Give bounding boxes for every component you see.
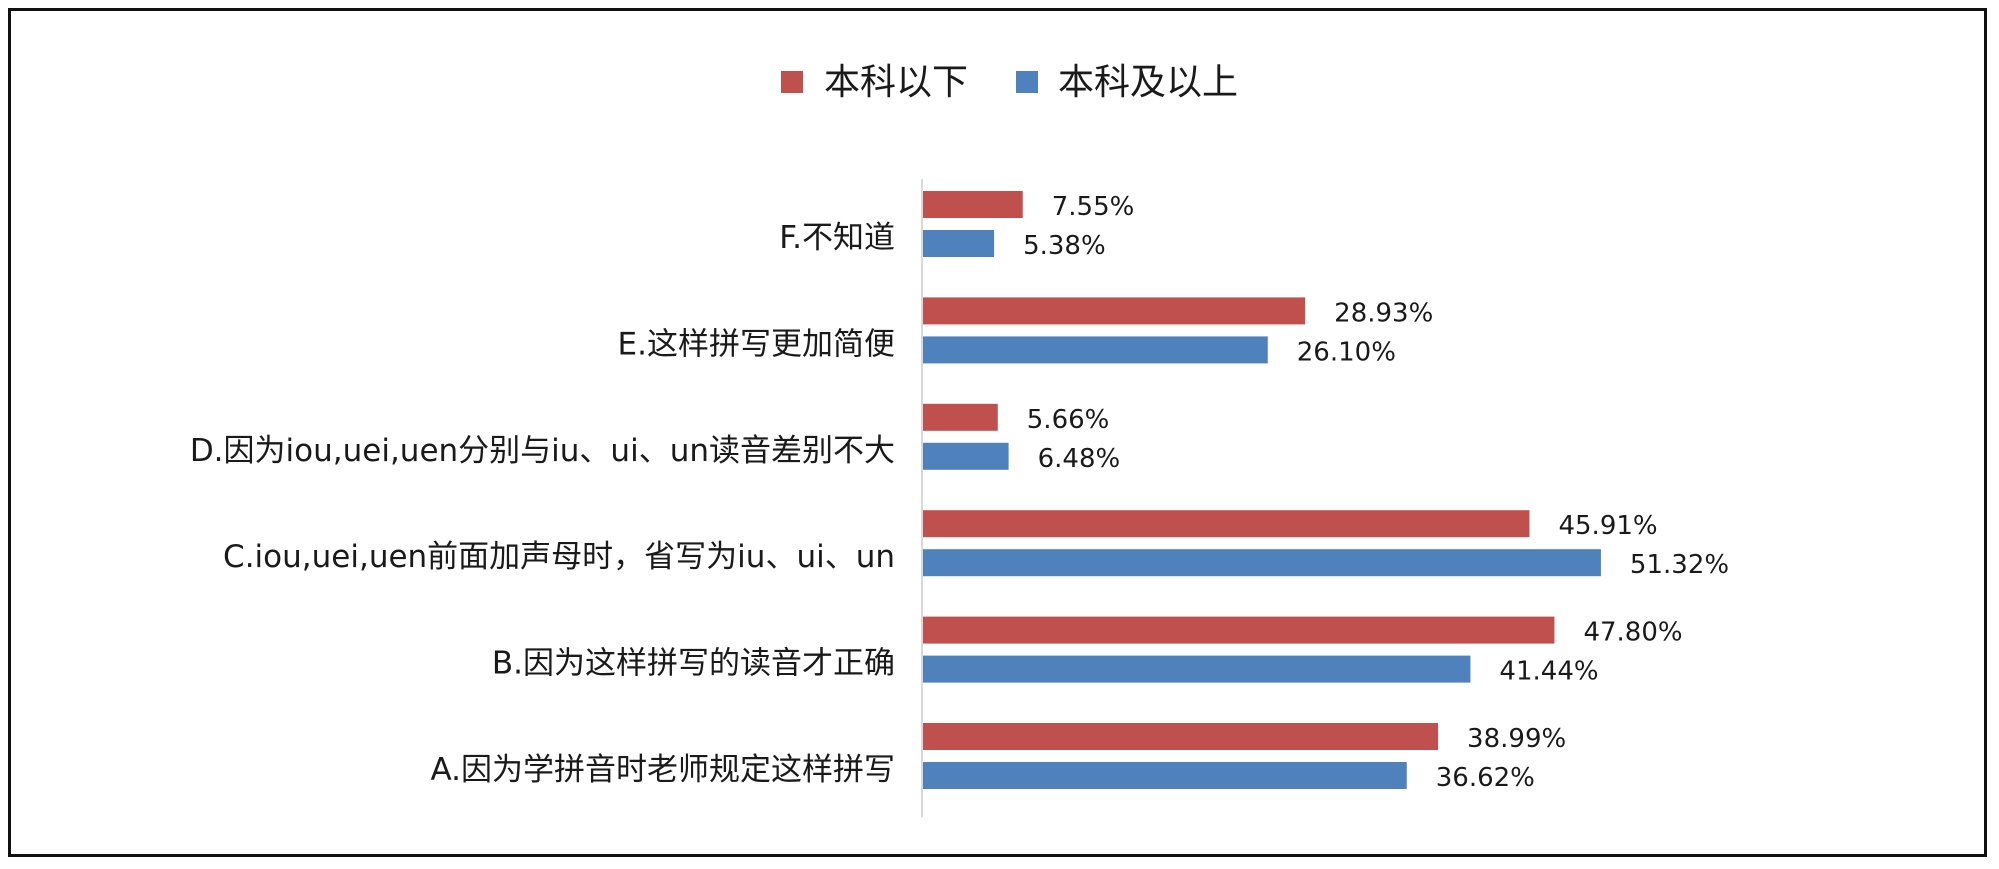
category-labels: F.不知道 E.这样拼写更加简便 D.因为iou,uei,uen分别与iu、ui、u… xyxy=(190,220,895,788)
data-label-1-6: 7.55% xyxy=(1052,192,1135,222)
bar-bachelor-and-above-2 xyxy=(923,655,1471,683)
data-label-2-1: 36.62% xyxy=(1436,763,1535,793)
bar-bachelor-and-above-3 xyxy=(923,549,1601,577)
bar-bachelor-and-above-1 xyxy=(923,762,1407,789)
data-label-2-3: 51.32% xyxy=(1630,550,1729,580)
category-label-5: E.这样拼写更加简便 xyxy=(618,326,895,362)
bar-below-bachelor-3 xyxy=(923,510,1530,538)
data-label-1-2: 47.80% xyxy=(1583,618,1682,648)
legend: 本科以下 本科及以上 xyxy=(781,62,1238,103)
bar-below-bachelor-6 xyxy=(923,191,1023,218)
legend-label-2: 本科及以上 xyxy=(1058,62,1238,103)
data-label-1-5: 28.93% xyxy=(1334,298,1433,328)
bar-below-bachelor-5 xyxy=(923,297,1306,325)
chart-frame: 本科以下 本科及以上 F.不知道 E.这样拼写更加简便 D.因为iou,uei,uen… xyxy=(8,8,1987,857)
data-label-2-5: 26.10% xyxy=(1297,337,1396,367)
data-label-1-1: 38.99% xyxy=(1467,724,1566,754)
bars xyxy=(923,191,1601,789)
data-label-1-3: 45.91% xyxy=(1558,511,1657,541)
category-label-1: A.因为学拼音时老师规定这样拼写 xyxy=(430,752,895,788)
bar-bachelor-and-above-6 xyxy=(923,230,995,257)
data-label-2-2: 41.44% xyxy=(1499,657,1598,687)
category-label-4: D.因为iou,uei,uen分别与iu、ui、un读音差别不大 xyxy=(190,433,895,469)
legend-label-1: 本科以下 xyxy=(824,62,968,103)
data-labels: 7.55% 5.38% 28.93% 26.10% 5.66% 6.48% 45.91% 51… xyxy=(1023,192,1729,793)
bar-below-bachelor-2 xyxy=(923,616,1555,644)
category-label-6: F.不知道 xyxy=(779,220,895,256)
category-label-2: B.因为这样拼写的读音才正确 xyxy=(492,646,895,682)
bar-bachelor-and-above-4 xyxy=(923,442,1009,470)
legend-swatch-2 xyxy=(1016,71,1038,93)
bar-chart: 本科以下 本科及以上 F.不知道 E.这样拼写更加简便 D.因为iou,uei,uen… xyxy=(190,62,1729,818)
bar-below-bachelor-1 xyxy=(923,723,1439,750)
data-label-1-4: 5.66% xyxy=(1027,405,1110,435)
bar-bachelor-and-above-5 xyxy=(923,336,1268,364)
data-label-2-4: 6.48% xyxy=(1038,444,1121,474)
legend-swatch-1 xyxy=(781,71,803,93)
category-label-3: C.iou,uei,uen前面加声母时，省写为iu、ui、un xyxy=(223,539,895,575)
bar-below-bachelor-4 xyxy=(923,403,998,431)
data-label-2-6: 5.38% xyxy=(1023,231,1106,261)
